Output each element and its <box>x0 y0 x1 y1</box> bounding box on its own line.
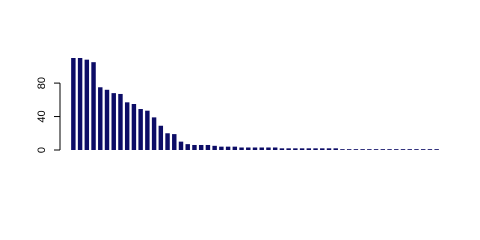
bar <box>212 145 217 150</box>
y-tick-label: 80 <box>36 77 48 89</box>
bar <box>185 144 190 150</box>
bar <box>333 148 338 150</box>
bar <box>266 147 271 150</box>
bar <box>192 144 197 150</box>
bar <box>118 93 123 150</box>
bar <box>84 59 90 150</box>
bar <box>272 147 278 150</box>
bar <box>205 144 211 150</box>
bar <box>407 149 412 150</box>
bar <box>111 93 116 150</box>
bar <box>434 149 439 150</box>
bar <box>151 117 157 150</box>
bar <box>172 134 177 150</box>
bar <box>387 149 392 150</box>
bar <box>380 149 386 150</box>
bar <box>414 149 419 150</box>
bar <box>77 58 83 150</box>
bar <box>225 146 231 150</box>
bar <box>427 149 433 150</box>
bar <box>367 149 372 150</box>
bar <box>420 149 426 150</box>
bar <box>71 58 76 150</box>
bar <box>198 144 204 150</box>
bar <box>326 148 332 150</box>
bar <box>98 87 103 150</box>
chart: 0 40 80 <box>36 58 439 153</box>
bar <box>293 148 298 150</box>
y-tick-label: 0 <box>36 147 48 153</box>
bar <box>259 147 264 150</box>
bar <box>145 110 150 150</box>
bar <box>232 146 238 150</box>
bar <box>313 148 318 150</box>
bar <box>138 109 143 150</box>
bar <box>346 149 352 150</box>
bar <box>104 89 110 150</box>
bar <box>400 149 406 150</box>
bar <box>360 149 365 150</box>
bar <box>353 149 359 150</box>
bar <box>239 147 244 150</box>
bar <box>306 148 312 150</box>
bar <box>373 149 379 150</box>
bar <box>246 147 251 150</box>
bar <box>394 149 399 150</box>
bar <box>158 125 164 150</box>
bar <box>286 148 291 150</box>
bar <box>320 148 325 150</box>
bar <box>165 133 170 150</box>
bar <box>131 104 137 150</box>
bar <box>91 62 96 150</box>
y-tick-label: 40 <box>36 110 48 122</box>
bar <box>124 102 130 150</box>
bar <box>299 148 305 150</box>
bar <box>340 149 345 150</box>
bar <box>252 147 258 150</box>
bar <box>178 141 184 150</box>
bar <box>219 146 224 150</box>
bar <box>279 148 285 150</box>
